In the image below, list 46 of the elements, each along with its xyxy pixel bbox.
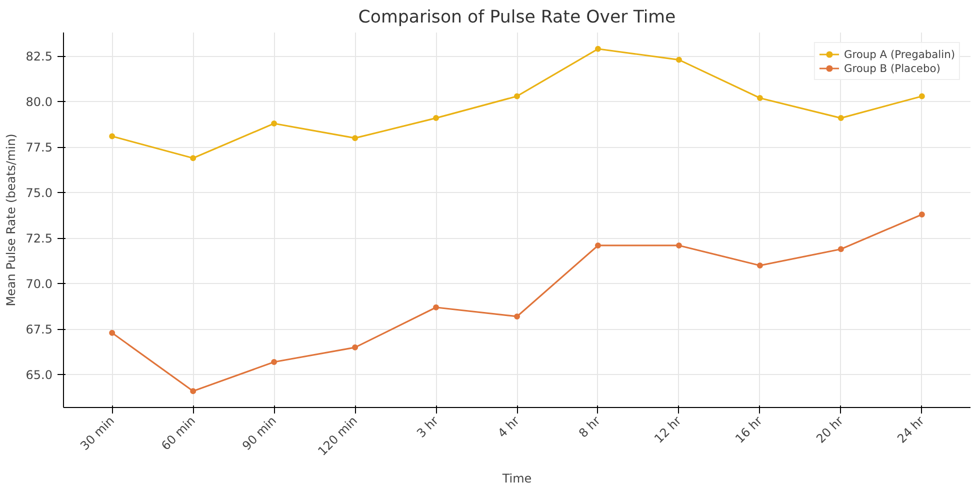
point bbox=[594, 242, 601, 248]
y-axis-title: Mean Pulse Rate (beats/min) bbox=[4, 134, 18, 306]
legend-label: Group A (Pregabalin) bbox=[844, 47, 955, 61]
point bbox=[109, 330, 116, 336]
y-tick-label: 67.5 bbox=[26, 322, 52, 337]
y-tick-label: 65.0 bbox=[26, 368, 52, 382]
x-tick-label: 30 min bbox=[78, 414, 118, 453]
x-tick-label: 4 hr bbox=[495, 414, 522, 440]
point bbox=[918, 93, 925, 100]
point bbox=[756, 262, 763, 269]
x-tick-label: 120 min bbox=[315, 414, 360, 458]
y-tick-label: 77.5 bbox=[26, 140, 52, 155]
point bbox=[918, 212, 925, 218]
y-tick-label: 70.0 bbox=[26, 277, 52, 292]
y-tick-label: 72.5 bbox=[26, 232, 52, 246]
point bbox=[352, 344, 358, 350]
chart-title: Comparison of Pulse Rate Over Time bbox=[358, 8, 676, 28]
point bbox=[676, 56, 682, 63]
point bbox=[756, 95, 763, 102]
x-tick-label: 60 min bbox=[158, 414, 198, 453]
point bbox=[514, 93, 520, 100]
legend-label: Group B (Placebo) bbox=[844, 61, 940, 75]
x-tick-label: 16 hr bbox=[732, 414, 765, 446]
point bbox=[838, 246, 844, 252]
point bbox=[190, 155, 196, 162]
x-tick-label: 20 hr bbox=[814, 414, 846, 446]
point bbox=[514, 313, 520, 320]
point bbox=[594, 46, 601, 52]
point bbox=[190, 388, 196, 394]
point bbox=[352, 135, 358, 142]
point bbox=[433, 115, 440, 122]
x-tick-label: 12 hr bbox=[652, 414, 684, 446]
point bbox=[109, 133, 116, 140]
x-axis-title: Time bbox=[501, 471, 532, 486]
point bbox=[271, 120, 278, 127]
y-tick-label: 75.0 bbox=[26, 186, 52, 200]
x-tick-label: 24 hr bbox=[894, 414, 927, 446]
point bbox=[838, 115, 844, 122]
x-tick-label: 8 hr bbox=[576, 414, 603, 440]
y-tick-label: 82.5 bbox=[26, 50, 52, 64]
y-tick-label: 80.0 bbox=[26, 95, 52, 110]
point bbox=[271, 358, 278, 365]
point bbox=[676, 242, 682, 248]
point bbox=[433, 304, 440, 310]
x-tick-label: 90 min bbox=[240, 414, 280, 453]
x-tick-label: 3 hr bbox=[414, 414, 442, 440]
